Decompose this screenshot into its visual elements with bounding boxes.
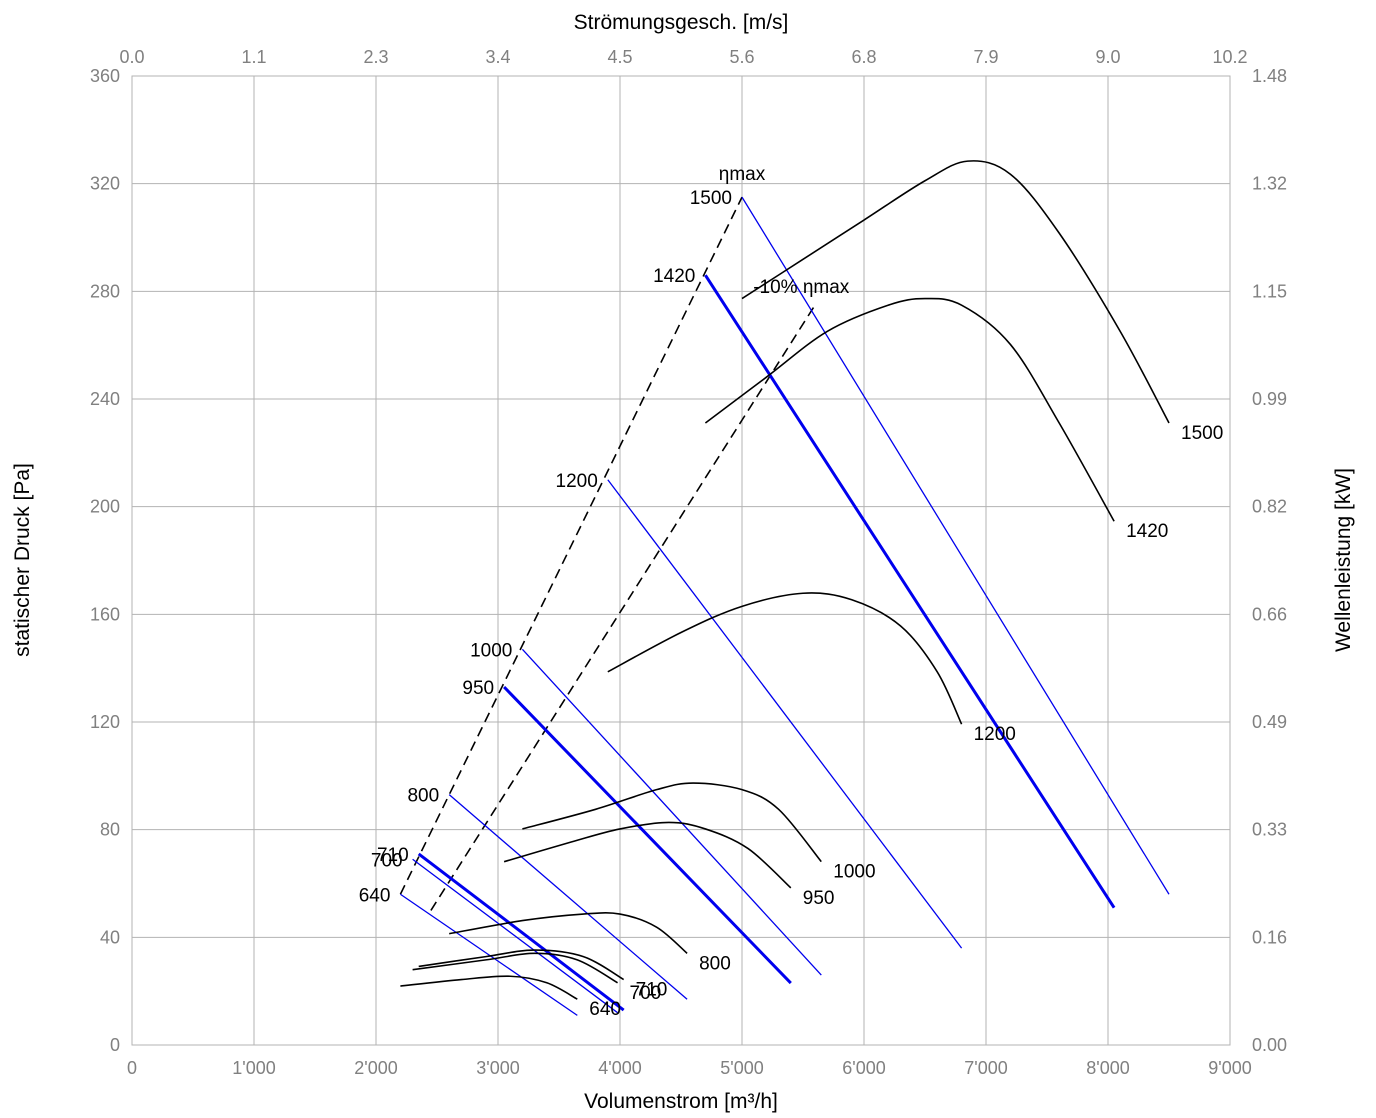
- plot-area-border: [131, 75, 1231, 1046]
- power-curve-label: 700: [630, 983, 662, 1004]
- power-curves: [400, 160, 1170, 1000]
- power-curve-label: 1200: [974, 724, 1016, 745]
- x2-tick-label: 2.3: [363, 47, 388, 67]
- y-tick-label: 0: [110, 1035, 120, 1055]
- grid: [131, 75, 1231, 1046]
- x2-tick-label: 4.5: [607, 47, 632, 67]
- power-curve-1200: [607, 592, 963, 725]
- power-curve-label: 640: [589, 999, 621, 1020]
- x-tick-label: 5'000: [720, 1058, 763, 1078]
- pressure-curve-label: 1500: [690, 188, 732, 209]
- pressure-curve-label: 1000: [470, 640, 512, 661]
- pressure-curve-label: 800: [407, 786, 439, 807]
- pressure-curve-1500: [741, 196, 1170, 895]
- power-curve-950: [503, 821, 792, 889]
- x-tick-label: 0: [127, 1058, 137, 1078]
- pressure-curve-1200: [607, 479, 963, 949]
- x2-tick-label: 3.4: [485, 47, 510, 67]
- y-tick-label: 160: [90, 604, 120, 624]
- power-curve-1500: [741, 160, 1170, 424]
- x-tick-label: 6'000: [842, 1058, 885, 1078]
- y2-tick-label: 0.49: [1252, 712, 1287, 732]
- power-curve-label: 1000: [833, 862, 875, 883]
- pressure-curve-950: [503, 685, 792, 985]
- pressure-curve-700: [412, 858, 618, 1014]
- y2-tick-label: 1.15: [1252, 281, 1287, 301]
- y-axis-title: statischer Druck [Pa]: [11, 463, 34, 657]
- x2-tick-label: 6.8: [851, 47, 876, 67]
- x2-axis-title: Strömungsgesch. [m/s]: [574, 11, 789, 34]
- y2-tick-label: 0.82: [1252, 497, 1287, 517]
- pressure-curve-1000: [521, 648, 822, 976]
- pressure-curve-640: [400, 893, 578, 1016]
- x-tick-label: 2'000: [354, 1058, 397, 1078]
- y2-tick-label: 1.48: [1252, 66, 1287, 86]
- power-curve-label: 710: [636, 980, 668, 1001]
- pressure-curve-800: [448, 794, 688, 1000]
- power-curve-640: [400, 975, 578, 1000]
- y-tick-label: 80: [100, 820, 120, 840]
- pressure-curve-label: 1420: [653, 266, 695, 287]
- y-tick-label: 240: [90, 389, 120, 409]
- x2-tick-label: 5.6: [729, 47, 754, 67]
- power-curve-700: [412, 952, 618, 984]
- power-curve-label: 950: [803, 888, 835, 909]
- y2-tick-label: 0.16: [1252, 927, 1287, 947]
- y2-axis-title: Wellenleistung [kW]: [1332, 468, 1355, 652]
- y2-tick-label: 0.33: [1252, 820, 1287, 840]
- efficiency-line: [399, 196, 743, 895]
- efficiency-label: -10% ηmax: [753, 277, 850, 298]
- x2-tick-label: 1.1: [241, 47, 266, 67]
- x-tick-label: 3'000: [476, 1058, 519, 1078]
- curve-labels: ηmax-10% ηmax150014201200100095080071070…: [359, 164, 1224, 1020]
- x2-tick-label: 0.0: [119, 47, 144, 67]
- pressure-curve-710: [417, 852, 625, 1012]
- pressure-curve-label: 640: [359, 885, 391, 906]
- pressure-curve-label: 950: [462, 678, 494, 699]
- power-curve-label: 1500: [1181, 423, 1223, 444]
- y2-tick-label: 0.99: [1252, 389, 1287, 409]
- tick-labels: 0 0.0 1'000 1.1 2'000 2.3 3'000 3.4 4'000 4.5 5'00…: [90, 47, 1287, 1078]
- pressure-curve-1420: [704, 274, 1116, 909]
- power-curve-1000: [522, 782, 822, 863]
- y-tick-label: 200: [90, 497, 120, 517]
- pressure-curve-label: 710: [377, 845, 409, 866]
- efficiency-label: ηmax: [719, 164, 766, 185]
- power-curve-800: [449, 912, 688, 954]
- power-curve-710: [418, 949, 625, 981]
- pressure-curves: [400, 196, 1170, 1016]
- y-tick-label: 360: [90, 66, 120, 86]
- power-curve-label: 1420: [1126, 521, 1168, 542]
- power-curve-label: 800: [699, 953, 731, 974]
- x-tick-label: 1'000: [232, 1058, 275, 1078]
- x-tick-label: 7'000: [964, 1058, 1007, 1078]
- x2-tick-label: 9.0: [1095, 47, 1120, 67]
- x-axis-title: Volumenstrom [m³/h]: [584, 1090, 778, 1113]
- y2-tick-label: 0.66: [1252, 604, 1287, 624]
- y-tick-label: 40: [100, 927, 120, 947]
- x2-tick-label: 10.2: [1212, 47, 1247, 67]
- x-tick-label: 4'000: [598, 1058, 641, 1078]
- x-tick-label: 8'000: [1086, 1058, 1129, 1078]
- y-tick-label: 320: [90, 174, 120, 194]
- y-tick-label: 120: [90, 712, 120, 732]
- y2-tick-label: 0.00: [1252, 1035, 1287, 1055]
- efficiency-line: [430, 304, 816, 911]
- efficiency-lines: [399, 196, 816, 911]
- y-tick-label: 280: [90, 281, 120, 301]
- y2-tick-label: 1.32: [1252, 174, 1287, 194]
- pressure-curve-label: 1200: [556, 471, 598, 492]
- pressure-curve-label: 700: [371, 850, 403, 871]
- power-curve-1420: [704, 297, 1115, 522]
- x2-tick-label: 7.9: [973, 47, 998, 67]
- x-tick-label: 9'000: [1208, 1058, 1251, 1078]
